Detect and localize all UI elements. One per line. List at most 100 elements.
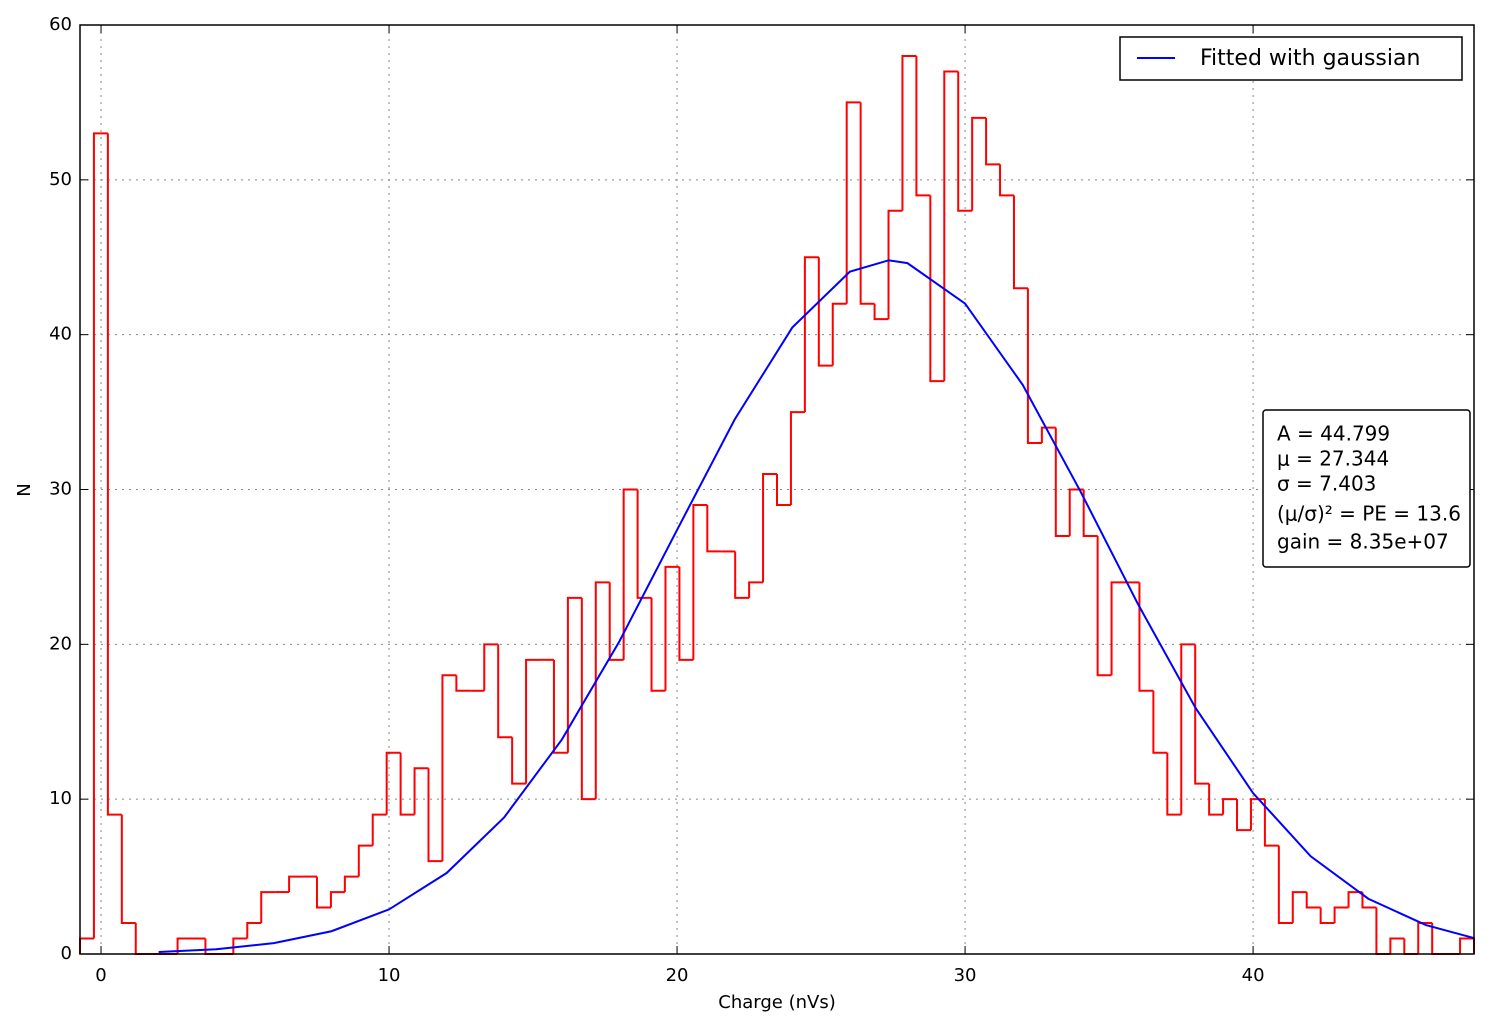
histogram-bin <box>943 70 959 382</box>
legend: Fitted with gaussian <box>1119 36 1463 81</box>
histogram-bin <box>371 813 387 846</box>
histogram-bin <box>622 488 638 660</box>
x-tick-label: 0 <box>95 965 106 986</box>
x-tick-label: 20 <box>666 965 689 986</box>
histogram-bin <box>748 581 764 598</box>
y-tick-label: 50 <box>49 169 72 190</box>
histogram-bin <box>678 566 694 661</box>
histogram-bin <box>776 474 791 506</box>
histogram-bin <box>1222 798 1238 815</box>
histogram-bin <box>427 768 443 863</box>
histogram-bin <box>1361 892 1377 909</box>
histogram-bin <box>315 876 331 909</box>
histogram-bin <box>288 875 304 893</box>
histogram-bin <box>636 489 652 599</box>
histogram-bin <box>692 503 708 660</box>
histogram-bin <box>734 551 750 599</box>
histogram-bin <box>887 209 903 320</box>
x-tick-label: 40 <box>1242 965 1265 986</box>
histogram-bin <box>1333 906 1349 924</box>
histogram-bin <box>873 303 889 321</box>
x-tick-label: 10 <box>378 965 401 986</box>
histogram-bin <box>1208 783 1224 816</box>
annotation-line: μ = 27.344 <box>1277 447 1389 471</box>
histogram-bin <box>901 54 917 211</box>
histogram-bin <box>1291 891 1307 924</box>
histogram-bin <box>1236 799 1251 832</box>
histogram-bin <box>608 582 624 661</box>
histogram-bin <box>329 891 345 908</box>
histogram-bin <box>1194 644 1210 785</box>
histogram-bin <box>664 565 680 691</box>
histogram-bin <box>92 132 108 939</box>
histogram-bin <box>971 116 987 211</box>
histogram-bin <box>1138 582 1154 692</box>
annotation-box <box>1262 409 1471 568</box>
histogram-bin <box>762 473 777 583</box>
histogram-bin <box>511 737 527 785</box>
x-tick-label: 30 <box>954 965 977 986</box>
histogram-bin <box>859 102 875 305</box>
histogram-bin <box>594 581 610 800</box>
histogram-bin <box>343 875 359 893</box>
histogram-bin <box>915 55 931 197</box>
histogram-bin <box>246 922 262 939</box>
histogram-bin <box>357 844 373 877</box>
y-tick-label: 0 <box>61 943 72 964</box>
histogram-bin <box>566 596 582 753</box>
y-tick-label: 10 <box>49 788 72 809</box>
annotation-line: gain = 8.35e+07 <box>1277 530 1449 554</box>
histogram-bin <box>232 937 248 954</box>
histogram-bin <box>204 938 220 955</box>
histogram-bin <box>1417 922 1433 954</box>
histogram-bin <box>1347 891 1363 908</box>
histogram-bin <box>831 302 847 366</box>
histogram-bin <box>817 257 833 367</box>
histogram-bin <box>1459 937 1475 954</box>
histogram-bin <box>957 71 973 212</box>
histogram-bin <box>650 597 666 692</box>
plot-frame <box>79 24 1475 955</box>
histogram-bin <box>1096 535 1112 677</box>
histogram-bin <box>399 752 415 816</box>
histogram-bin <box>552 659 568 754</box>
histogram-bin <box>1110 581 1126 676</box>
histogram-bin <box>525 658 541 784</box>
histogram-bin <box>1389 937 1405 954</box>
histogram-bin <box>176 937 192 954</box>
histogram-bin <box>580 597 596 801</box>
histogram-bin <box>929 195 945 383</box>
histogram-bin <box>79 937 94 954</box>
histogram-bin <box>1249 798 1265 831</box>
histogram-bin <box>803 256 819 413</box>
histogram-bin <box>845 101 861 304</box>
y-tick-label: 20 <box>49 633 72 654</box>
legend-box <box>1119 36 1463 81</box>
histogram-bin <box>1305 892 1321 909</box>
histogram-bin <box>134 923 150 955</box>
histogram-bin <box>497 644 513 739</box>
fit-line <box>158 259 1475 954</box>
histogram-bin <box>483 643 499 691</box>
annotation-line: (μ/σ)² = PE = 13.6 <box>1277 502 1461 526</box>
annotation-line: A = 44.799 <box>1277 422 1390 446</box>
histogram-bin <box>1152 690 1168 754</box>
histogram-bin <box>1403 938 1419 955</box>
y-tick-label: 40 <box>49 324 72 345</box>
x-axis-label: Charge (nVs) <box>718 992 835 1013</box>
histogram-bin <box>706 504 722 553</box>
histogram-bin <box>789 411 805 505</box>
histogram-bin <box>1082 489 1098 537</box>
histogram-bin <box>1026 288 1042 445</box>
histogram-bin <box>120 814 136 925</box>
annotation-line: σ = 7.403 <box>1277 472 1376 496</box>
histogram-bin <box>1054 427 1070 537</box>
y-axis-label: N <box>14 483 35 496</box>
histogram-bin <box>1012 195 1028 290</box>
histogram-bin <box>455 675 471 692</box>
histogram-bin <box>1263 799 1279 847</box>
histogram-bin <box>1040 426 1056 444</box>
histogram-bin <box>385 751 401 815</box>
